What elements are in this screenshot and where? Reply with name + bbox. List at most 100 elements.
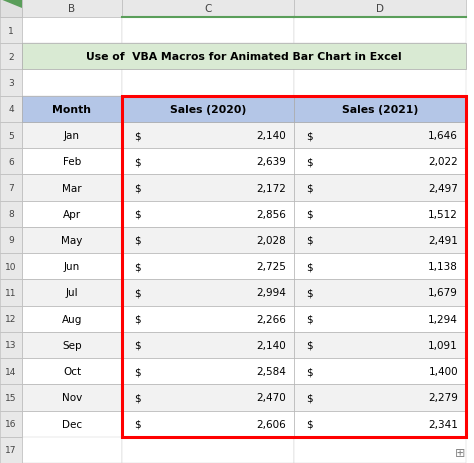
Bar: [0, 411, 22, 437]
Bar: [122, 18, 294, 44]
Text: D: D: [376, 4, 384, 14]
Text: 2,856: 2,856: [256, 209, 286, 219]
Bar: [22, 332, 122, 358]
Text: 2,279: 2,279: [428, 393, 458, 402]
Text: 14: 14: [5, 367, 17, 376]
Bar: [122, 70, 294, 96]
Bar: [294, 437, 466, 463]
Text: 2,022: 2,022: [428, 157, 458, 167]
Text: B: B: [68, 4, 75, 14]
Bar: [294, 384, 466, 411]
Bar: [22, 96, 122, 123]
Text: 2,266: 2,266: [256, 314, 286, 324]
Text: $: $: [306, 314, 313, 324]
Text: $: $: [134, 314, 141, 324]
Bar: [0, 18, 22, 44]
Text: 4: 4: [8, 105, 14, 114]
Bar: [0, 123, 22, 149]
Text: Jun: Jun: [64, 262, 80, 272]
Text: Aug: Aug: [62, 314, 82, 324]
Text: 2,725: 2,725: [256, 262, 286, 272]
Text: 1,138: 1,138: [428, 262, 458, 272]
Text: $: $: [134, 183, 141, 193]
Bar: [294, 306, 466, 332]
Bar: [122, 411, 294, 437]
Text: 2,606: 2,606: [256, 419, 286, 429]
Text: 2,497: 2,497: [428, 183, 458, 193]
Bar: [294, 254, 466, 280]
Bar: [22, 149, 122, 175]
Text: Sales (2021): Sales (2021): [342, 105, 418, 114]
Bar: [22, 0, 122, 18]
Bar: [294, 358, 466, 384]
Bar: [0, 175, 22, 201]
Bar: [22, 44, 466, 70]
Bar: [0, 0, 22, 18]
Text: 6: 6: [8, 157, 14, 166]
Text: 13: 13: [5, 341, 17, 350]
Bar: [0, 44, 22, 70]
Text: May: May: [61, 236, 82, 245]
Text: $: $: [306, 262, 313, 272]
Text: 8: 8: [8, 210, 14, 219]
Bar: [122, 175, 294, 201]
Bar: [0, 149, 22, 175]
Bar: [294, 280, 466, 306]
Bar: [122, 254, 294, 280]
Bar: [0, 280, 22, 306]
Bar: [122, 227, 294, 254]
Bar: [22, 254, 122, 280]
Bar: [22, 70, 122, 96]
Bar: [22, 280, 122, 306]
Bar: [22, 437, 122, 463]
Text: $: $: [306, 236, 313, 245]
Bar: [0, 254, 22, 280]
Text: 2,491: 2,491: [428, 236, 458, 245]
Text: Jan: Jan: [64, 131, 80, 141]
Text: Dec: Dec: [62, 419, 82, 429]
Bar: [122, 280, 294, 306]
Text: 1,400: 1,400: [428, 366, 458, 376]
Text: 15: 15: [5, 393, 17, 402]
Bar: [0, 384, 22, 411]
Text: Feb: Feb: [63, 157, 81, 167]
Text: Sep: Sep: [62, 340, 82, 350]
Text: 2,172: 2,172: [256, 183, 286, 193]
Bar: [0, 0, 22, 18]
Bar: [0, 358, 22, 384]
Bar: [294, 0, 466, 18]
Text: Apr: Apr: [63, 209, 81, 219]
Bar: [122, 96, 294, 123]
Text: $: $: [306, 209, 313, 219]
Bar: [22, 411, 122, 437]
Text: 11: 11: [5, 288, 17, 297]
Bar: [294, 123, 466, 149]
Text: 9: 9: [8, 236, 14, 245]
Bar: [122, 123, 294, 149]
Text: $: $: [306, 340, 313, 350]
Bar: [294, 96, 466, 123]
Bar: [294, 18, 466, 44]
Text: $: $: [134, 157, 141, 167]
Text: 1: 1: [8, 26, 14, 36]
Text: 1,294: 1,294: [428, 314, 458, 324]
Text: 2,140: 2,140: [256, 131, 286, 141]
Bar: [122, 0, 294, 18]
Text: 1,646: 1,646: [428, 131, 458, 141]
Text: Month: Month: [53, 105, 91, 114]
Text: 2,028: 2,028: [256, 236, 286, 245]
Bar: [22, 384, 122, 411]
Text: $: $: [134, 209, 141, 219]
Text: 12: 12: [5, 314, 17, 324]
Bar: [294, 227, 466, 254]
Text: $: $: [134, 419, 141, 429]
Text: 2,140: 2,140: [256, 340, 286, 350]
Text: $: $: [306, 366, 313, 376]
Text: ⊞: ⊞: [455, 446, 465, 459]
Bar: [122, 306, 294, 332]
Text: 2,341: 2,341: [428, 419, 458, 429]
Text: 2: 2: [8, 53, 14, 62]
Bar: [22, 18, 122, 44]
Text: Jul: Jul: [66, 288, 78, 298]
Bar: [22, 175, 122, 201]
